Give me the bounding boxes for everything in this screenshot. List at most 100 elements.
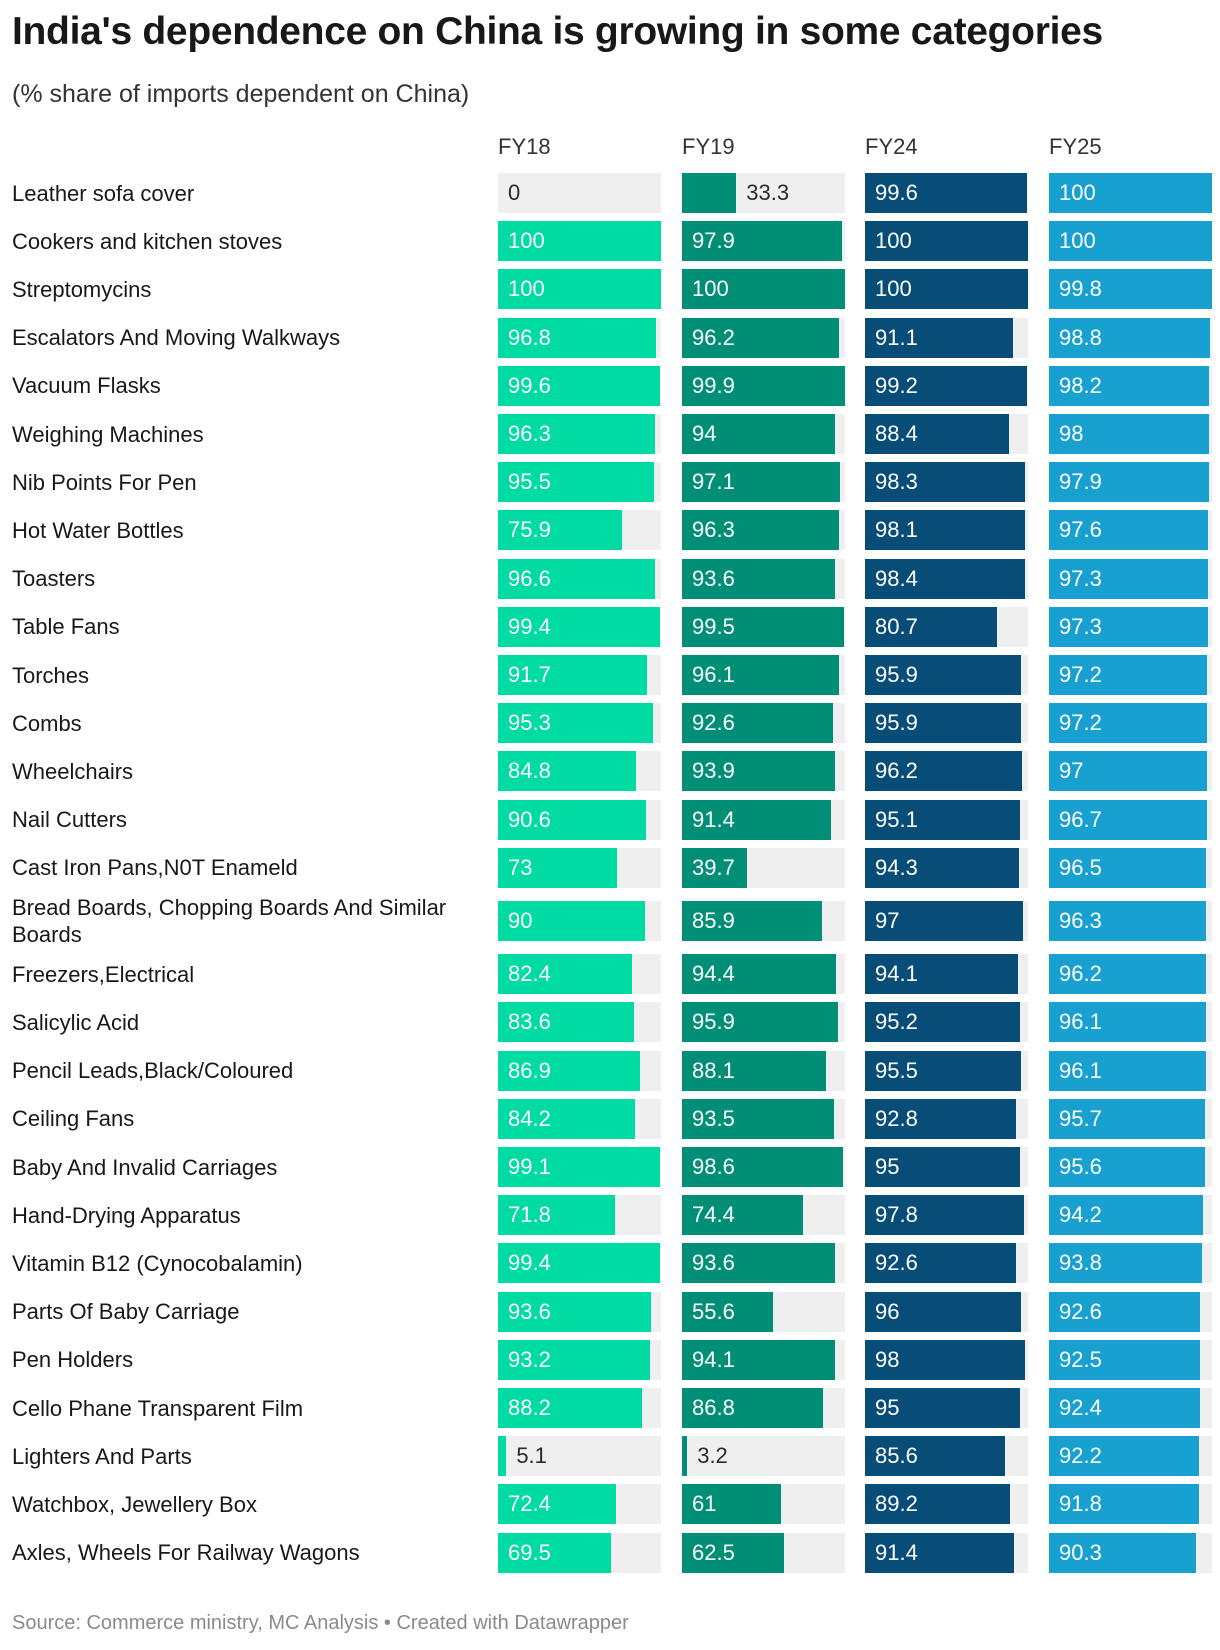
bar-fy25 xyxy=(1049,655,1208,695)
bar-track: 100 xyxy=(1049,221,1212,262)
bar-fy24 xyxy=(865,1195,1025,1236)
bar-fy19 xyxy=(682,1050,826,1091)
bar-fy25 xyxy=(1049,1195,1203,1236)
bar-fy18 xyxy=(498,365,661,406)
bar-value-label: 95.5 xyxy=(875,1057,918,1083)
bar-track: 99.5 xyxy=(682,606,845,647)
bar-value-label: 39.7 xyxy=(692,854,735,880)
bar-fy25 xyxy=(1049,901,1206,941)
bar-track: 96 xyxy=(865,1291,1028,1332)
bar-value-label: 96.5 xyxy=(1059,854,1102,880)
bar-value-label: 95.1 xyxy=(875,806,918,832)
bar-fy19 xyxy=(682,1388,824,1428)
bar-fy19 xyxy=(682,1484,782,1525)
bar-fy18 xyxy=(498,414,655,454)
bar-track: 85.6 xyxy=(865,1436,1028,1477)
bar-fy24 xyxy=(865,365,1027,406)
row-label: Vitamin B12 (Cynocobalamin) xyxy=(12,1250,303,1276)
bar-track: 94.1 xyxy=(682,1339,845,1380)
bar-value-label: 91.1 xyxy=(875,324,918,350)
row-label: Streptomycins xyxy=(12,276,152,302)
bar-fy19 xyxy=(682,510,839,551)
bar-track: 97.9 xyxy=(1049,462,1212,503)
bar-value-label: 95.9 xyxy=(875,710,918,736)
row-label: Torches xyxy=(12,662,90,688)
bar-fy18 xyxy=(498,1388,642,1428)
bar-value-label: 97.6 xyxy=(1059,517,1102,543)
bar-value-label: 90.3 xyxy=(1059,1539,1102,1565)
bar-value-label: 91.7 xyxy=(508,662,551,687)
bar-track: 97.3 xyxy=(1049,606,1212,647)
row-label: Ceiling Fans xyxy=(12,1106,135,1132)
bar-value-label: 95 xyxy=(875,1395,900,1420)
bar-fy25 xyxy=(1049,1339,1200,1380)
bar-track: 94 xyxy=(682,414,845,454)
bar-fy18 xyxy=(498,1339,650,1380)
bar-value-label: 92.6 xyxy=(692,710,735,736)
bar-track: 98 xyxy=(865,1339,1028,1380)
bar-value-label: 96.6 xyxy=(508,565,551,591)
bar-value-label: 84.2 xyxy=(508,1105,551,1131)
bar-value-label: 99.1 xyxy=(508,1154,551,1179)
bar-track: 92.6 xyxy=(1049,1291,1212,1332)
row-label: Bread Boards, Chopping Boards And Simila… xyxy=(12,895,447,947)
bar-value-label: 94 xyxy=(692,421,717,446)
bar-value-label: 95.7 xyxy=(1059,1105,1102,1131)
column-header-fy24: FY24 xyxy=(865,134,918,159)
chart-subtitle: (% share of imports dependent on China) xyxy=(12,80,470,108)
bar-value-label: 95.5 xyxy=(508,469,551,495)
bar-track: 3.2 xyxy=(682,1436,845,1477)
bar-fy25 xyxy=(1049,1147,1205,1187)
bar-value-label: 93.2 xyxy=(508,1346,551,1372)
bar-fy19 xyxy=(682,799,831,840)
row-label: Table Fans xyxy=(12,614,120,640)
bar-fy24 xyxy=(865,558,1026,599)
column-header-fy19: FY19 xyxy=(682,134,735,159)
bar-track: 95.2 xyxy=(865,1002,1028,1043)
bar-track: 100 xyxy=(682,269,845,310)
bar-fy24 xyxy=(865,1098,1017,1139)
bar-track: 96.3 xyxy=(1049,901,1212,941)
bar-fy18 xyxy=(498,1243,661,1284)
bar-track: 75.9 xyxy=(498,510,661,551)
bar-track: 98.6 xyxy=(682,1147,845,1187)
bar-value-label: 96.2 xyxy=(692,324,735,350)
bar-value-label: 96.7 xyxy=(1059,806,1102,832)
bar-track: 91.4 xyxy=(865,1532,1028,1573)
bar-value-label: 84.8 xyxy=(508,758,551,784)
bar-value-label: 75.9 xyxy=(508,517,551,543)
bar-fy24 xyxy=(865,655,1022,695)
bar-fy24 xyxy=(865,606,997,647)
bar-fy24 xyxy=(865,1050,1021,1091)
bar-value-label: 99.2 xyxy=(875,372,918,398)
bar-track: 93.8 xyxy=(1049,1243,1212,1284)
bar-fy25 xyxy=(1049,269,1212,310)
bar-value-label: 97.9 xyxy=(1059,469,1102,495)
bar-track: 96.6 xyxy=(498,558,661,599)
bar-value-label: 88.4 xyxy=(875,421,918,446)
bar-fy18 xyxy=(498,751,637,792)
bar-fy25 xyxy=(1049,173,1212,213)
bar-fy24 xyxy=(865,1532,1014,1573)
bar-fy25 xyxy=(1049,606,1208,647)
bar-fy25 xyxy=(1049,1291,1200,1332)
bar-value-label: 93.6 xyxy=(508,1298,551,1324)
bar-track: 55.6 xyxy=(682,1291,845,1332)
bar-value-label: 96 xyxy=(875,1298,900,1324)
bar-fy24 xyxy=(865,751,1022,792)
bar-value-label: 85.6 xyxy=(875,1443,918,1469)
row-label: Wheelchairs xyxy=(12,758,134,784)
bar-track: 96.2 xyxy=(1049,954,1212,995)
row-label: Cast Iron Pans,N0T Enameld xyxy=(12,855,298,881)
bar-track: 100 xyxy=(498,221,661,262)
bar-track: 93.9 xyxy=(682,751,845,792)
bar-fy24 xyxy=(865,414,1010,454)
row-label: Escalators And Moving Walkways xyxy=(12,325,341,351)
bar-track: 93.6 xyxy=(498,1291,661,1332)
bar-fy18 xyxy=(498,558,656,599)
bar-value-label: 61 xyxy=(692,1491,717,1517)
bar-value-label: 100 xyxy=(875,228,912,254)
bar-value-label: 99.9 xyxy=(692,372,735,398)
bar-value-label: 99.4 xyxy=(508,613,551,639)
bar-value-label: 98.2 xyxy=(1059,372,1102,398)
